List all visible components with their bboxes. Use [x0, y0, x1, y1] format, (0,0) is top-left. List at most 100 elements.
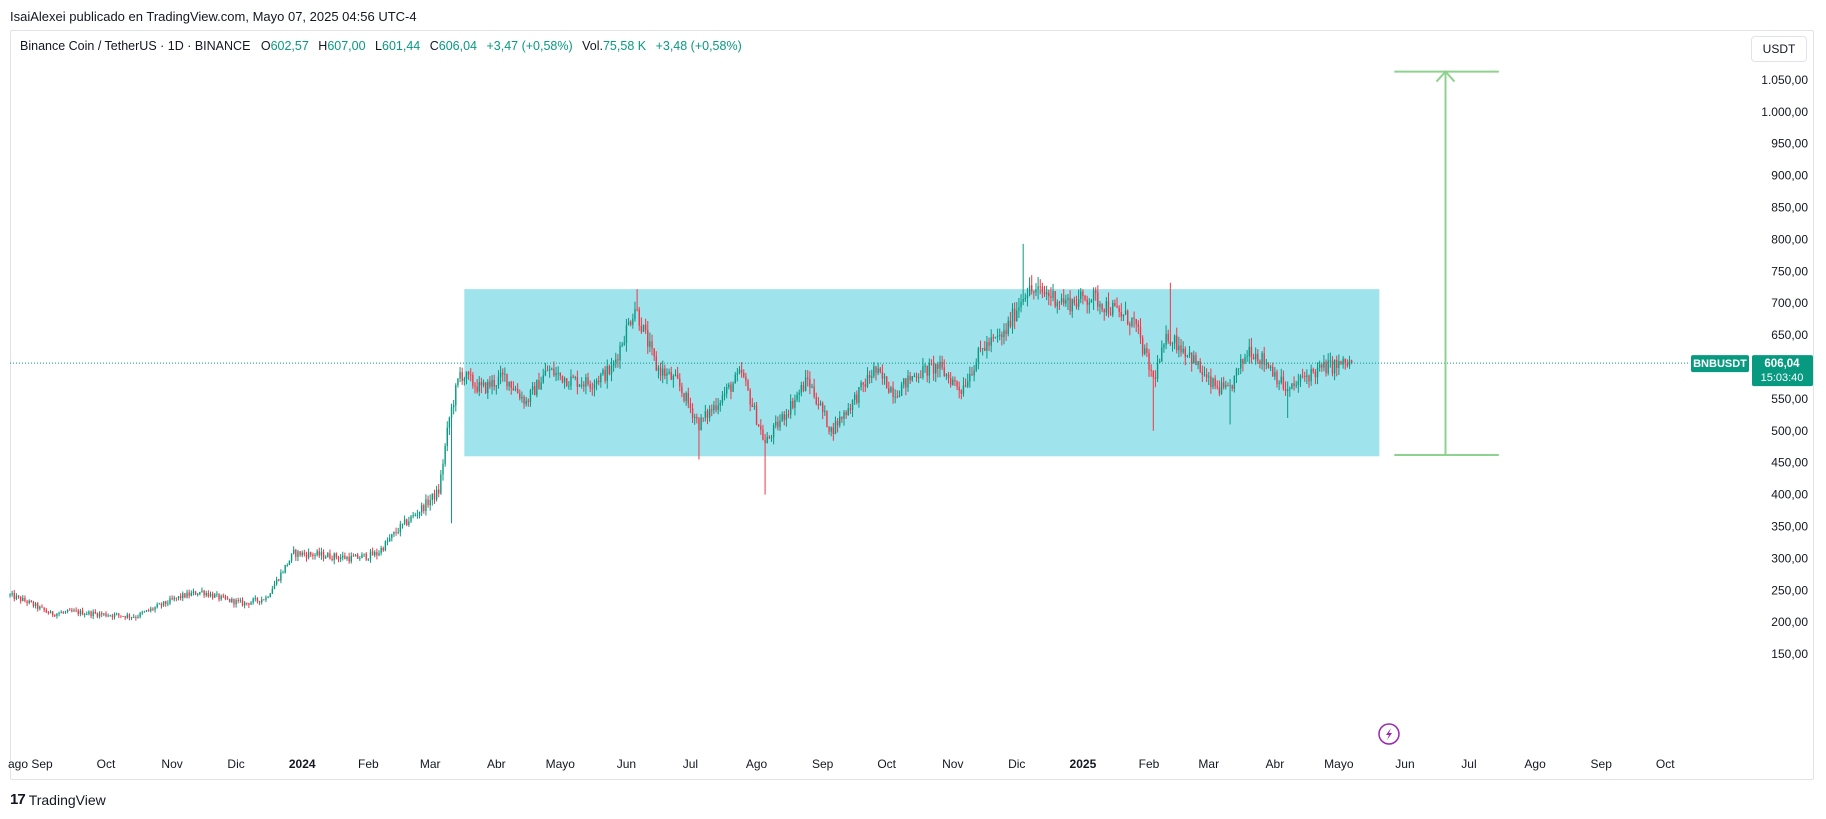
candle-body	[1116, 306, 1118, 308]
candle	[1144, 344, 1146, 356]
candle-body	[54, 615, 56, 617]
candle	[1297, 373, 1300, 393]
candle-body	[960, 390, 963, 394]
candle-body	[922, 366, 924, 378]
candle-body	[243, 602, 246, 606]
currency-button[interactable]: USDT	[1751, 36, 1807, 62]
candle-body	[83, 614, 86, 616]
candle-body	[62, 612, 65, 614]
candle-body	[327, 553, 329, 558]
candle	[154, 606, 156, 613]
candle-body	[847, 408, 849, 416]
range-box-layer	[464, 289, 1380, 457]
candle-body	[1052, 291, 1054, 298]
candle-body	[1039, 286, 1041, 288]
candle-body	[329, 553, 331, 559]
candle-body	[1284, 388, 1287, 392]
candle-body	[1263, 353, 1265, 365]
time-tick-label: Abr	[487, 757, 506, 771]
candle-body	[676, 374, 679, 379]
candle-body	[96, 613, 99, 617]
candle-body	[15, 595, 18, 599]
candle-body	[903, 378, 905, 385]
candle-body	[397, 532, 399, 533]
candle	[354, 553, 357, 557]
symbol-label[interactable]: Binance Coin / TetherUS · 1D · BINANCE	[20, 39, 251, 53]
candle	[1011, 303, 1014, 334]
candle-body	[1139, 326, 1142, 338]
candle	[37, 602, 39, 612]
price-tick-label: 1.000,00	[1761, 105, 1808, 119]
candle	[749, 388, 751, 412]
candle-body	[1333, 360, 1336, 374]
candle	[606, 359, 608, 389]
candle	[1321, 362, 1323, 372]
candle-body	[591, 388, 594, 389]
candle-body	[1013, 308, 1016, 322]
candle-body	[693, 416, 696, 418]
candle-body	[226, 598, 229, 600]
candle	[429, 494, 431, 511]
candle	[356, 552, 359, 559]
price-tick-label: 900,00	[1771, 169, 1808, 183]
candle	[804, 369, 807, 392]
candle-body	[250, 602, 252, 605]
price-tick-label: 1.050,00	[1761, 73, 1808, 87]
candle	[1310, 364, 1312, 386]
candle	[241, 597, 244, 607]
candle	[224, 594, 227, 601]
candle-body	[290, 553, 293, 561]
candle	[342, 551, 344, 561]
candle-body	[843, 412, 845, 419]
candle	[90, 610, 92, 619]
candle-body	[135, 617, 137, 618]
candle	[465, 371, 468, 385]
candle-body	[994, 336, 997, 338]
candle-body	[734, 374, 736, 384]
candle-body	[1165, 333, 1167, 345]
candle-body	[197, 594, 199, 595]
candle	[337, 555, 340, 563]
candle-body	[260, 599, 263, 603]
candle	[858, 386, 860, 408]
candle-body	[24, 597, 26, 602]
candle-body	[369, 551, 372, 559]
candle	[757, 424, 760, 428]
candle-body	[109, 615, 111, 617]
lightning-bolt-icon[interactable]	[1378, 723, 1400, 745]
candle	[318, 547, 320, 559]
candle-body	[423, 505, 425, 512]
candle-body	[1301, 375, 1304, 377]
candle-body	[907, 375, 909, 388]
candle	[470, 368, 472, 382]
candle-body	[356, 554, 359, 559]
candle	[222, 593, 224, 598]
candle	[504, 367, 506, 382]
candle-body	[388, 538, 391, 542]
candle	[1261, 351, 1263, 370]
range-box[interactable]	[464, 289, 1380, 457]
candle-body	[691, 408, 694, 418]
candle	[401, 523, 404, 529]
time-tick-label: 2024	[289, 757, 316, 771]
candle	[672, 374, 675, 388]
candle-body	[900, 384, 903, 396]
tradingview-logo[interactable]: 17 TradingView	[10, 791, 106, 808]
candle	[1276, 369, 1278, 388]
candle-body	[956, 381, 958, 387]
candle-body	[391, 534, 393, 539]
candle	[907, 369, 909, 392]
chart-pane[interactable]	[10, 30, 1814, 780]
price-tick-label: 400,00	[1771, 488, 1808, 502]
candle	[26, 599, 28, 607]
candle-body	[926, 365, 928, 376]
candle	[1084, 294, 1086, 302]
candle-body	[444, 445, 446, 464]
candle	[755, 401, 758, 426]
candle	[1284, 381, 1287, 396]
candle-body	[295, 549, 297, 557]
candle-body	[789, 400, 792, 415]
candle-body	[625, 325, 628, 344]
candle-body	[1280, 376, 1282, 383]
